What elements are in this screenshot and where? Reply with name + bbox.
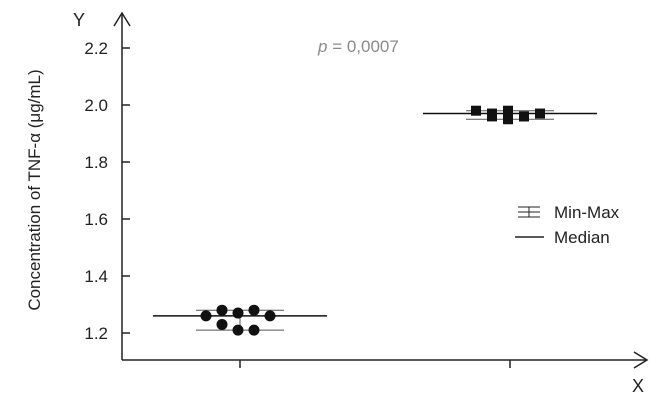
axes: Y X Concentration of TNF-α (μg/mL) xyxy=(25,10,649,394)
y-tick-label: 2.2 xyxy=(84,39,108,58)
y-tick-label: 1.8 xyxy=(84,153,108,172)
data-point xyxy=(487,111,497,122)
data-point xyxy=(248,304,260,316)
y-tick-label: 1.2 xyxy=(84,324,108,343)
x-axis-arrow xyxy=(633,351,649,369)
data-groups xyxy=(153,105,597,336)
data-group xyxy=(423,105,597,125)
y-axis-arrow xyxy=(113,11,131,27)
data-point xyxy=(216,304,228,316)
legend-minmax-symbol xyxy=(518,206,540,218)
y-axis-title: Concentration of TNF-α (μg/mL) xyxy=(25,69,44,310)
data-point xyxy=(503,114,513,125)
data-point xyxy=(519,111,529,122)
y-axis-letter: Y xyxy=(73,10,85,30)
p-value-annotation: p = 0,0007 xyxy=(317,37,399,56)
legend: Min-Max Median xyxy=(515,203,620,247)
data-point xyxy=(232,324,244,336)
p-value-symbol: p xyxy=(317,37,327,56)
data-point xyxy=(471,105,481,116)
x-axis-letter: X xyxy=(632,376,644,394)
x-ticks xyxy=(239,360,511,368)
data-point xyxy=(232,307,244,319)
data-point xyxy=(503,105,513,116)
y-ticks: 1.2 1.4 1.6 1.8 2.0 2.2 xyxy=(84,39,130,343)
legend-minmax-label: Min-Max xyxy=(554,203,620,222)
y-tick-label: 1.4 xyxy=(84,267,108,286)
p-value-text: = 0,0007 xyxy=(327,37,398,56)
data-point xyxy=(216,318,228,330)
data-group xyxy=(153,304,327,336)
y-tick-label: 2.0 xyxy=(84,96,108,115)
data-point xyxy=(248,324,260,336)
legend-median-label: Median xyxy=(554,228,610,247)
y-tick-label: 1.6 xyxy=(84,210,108,229)
